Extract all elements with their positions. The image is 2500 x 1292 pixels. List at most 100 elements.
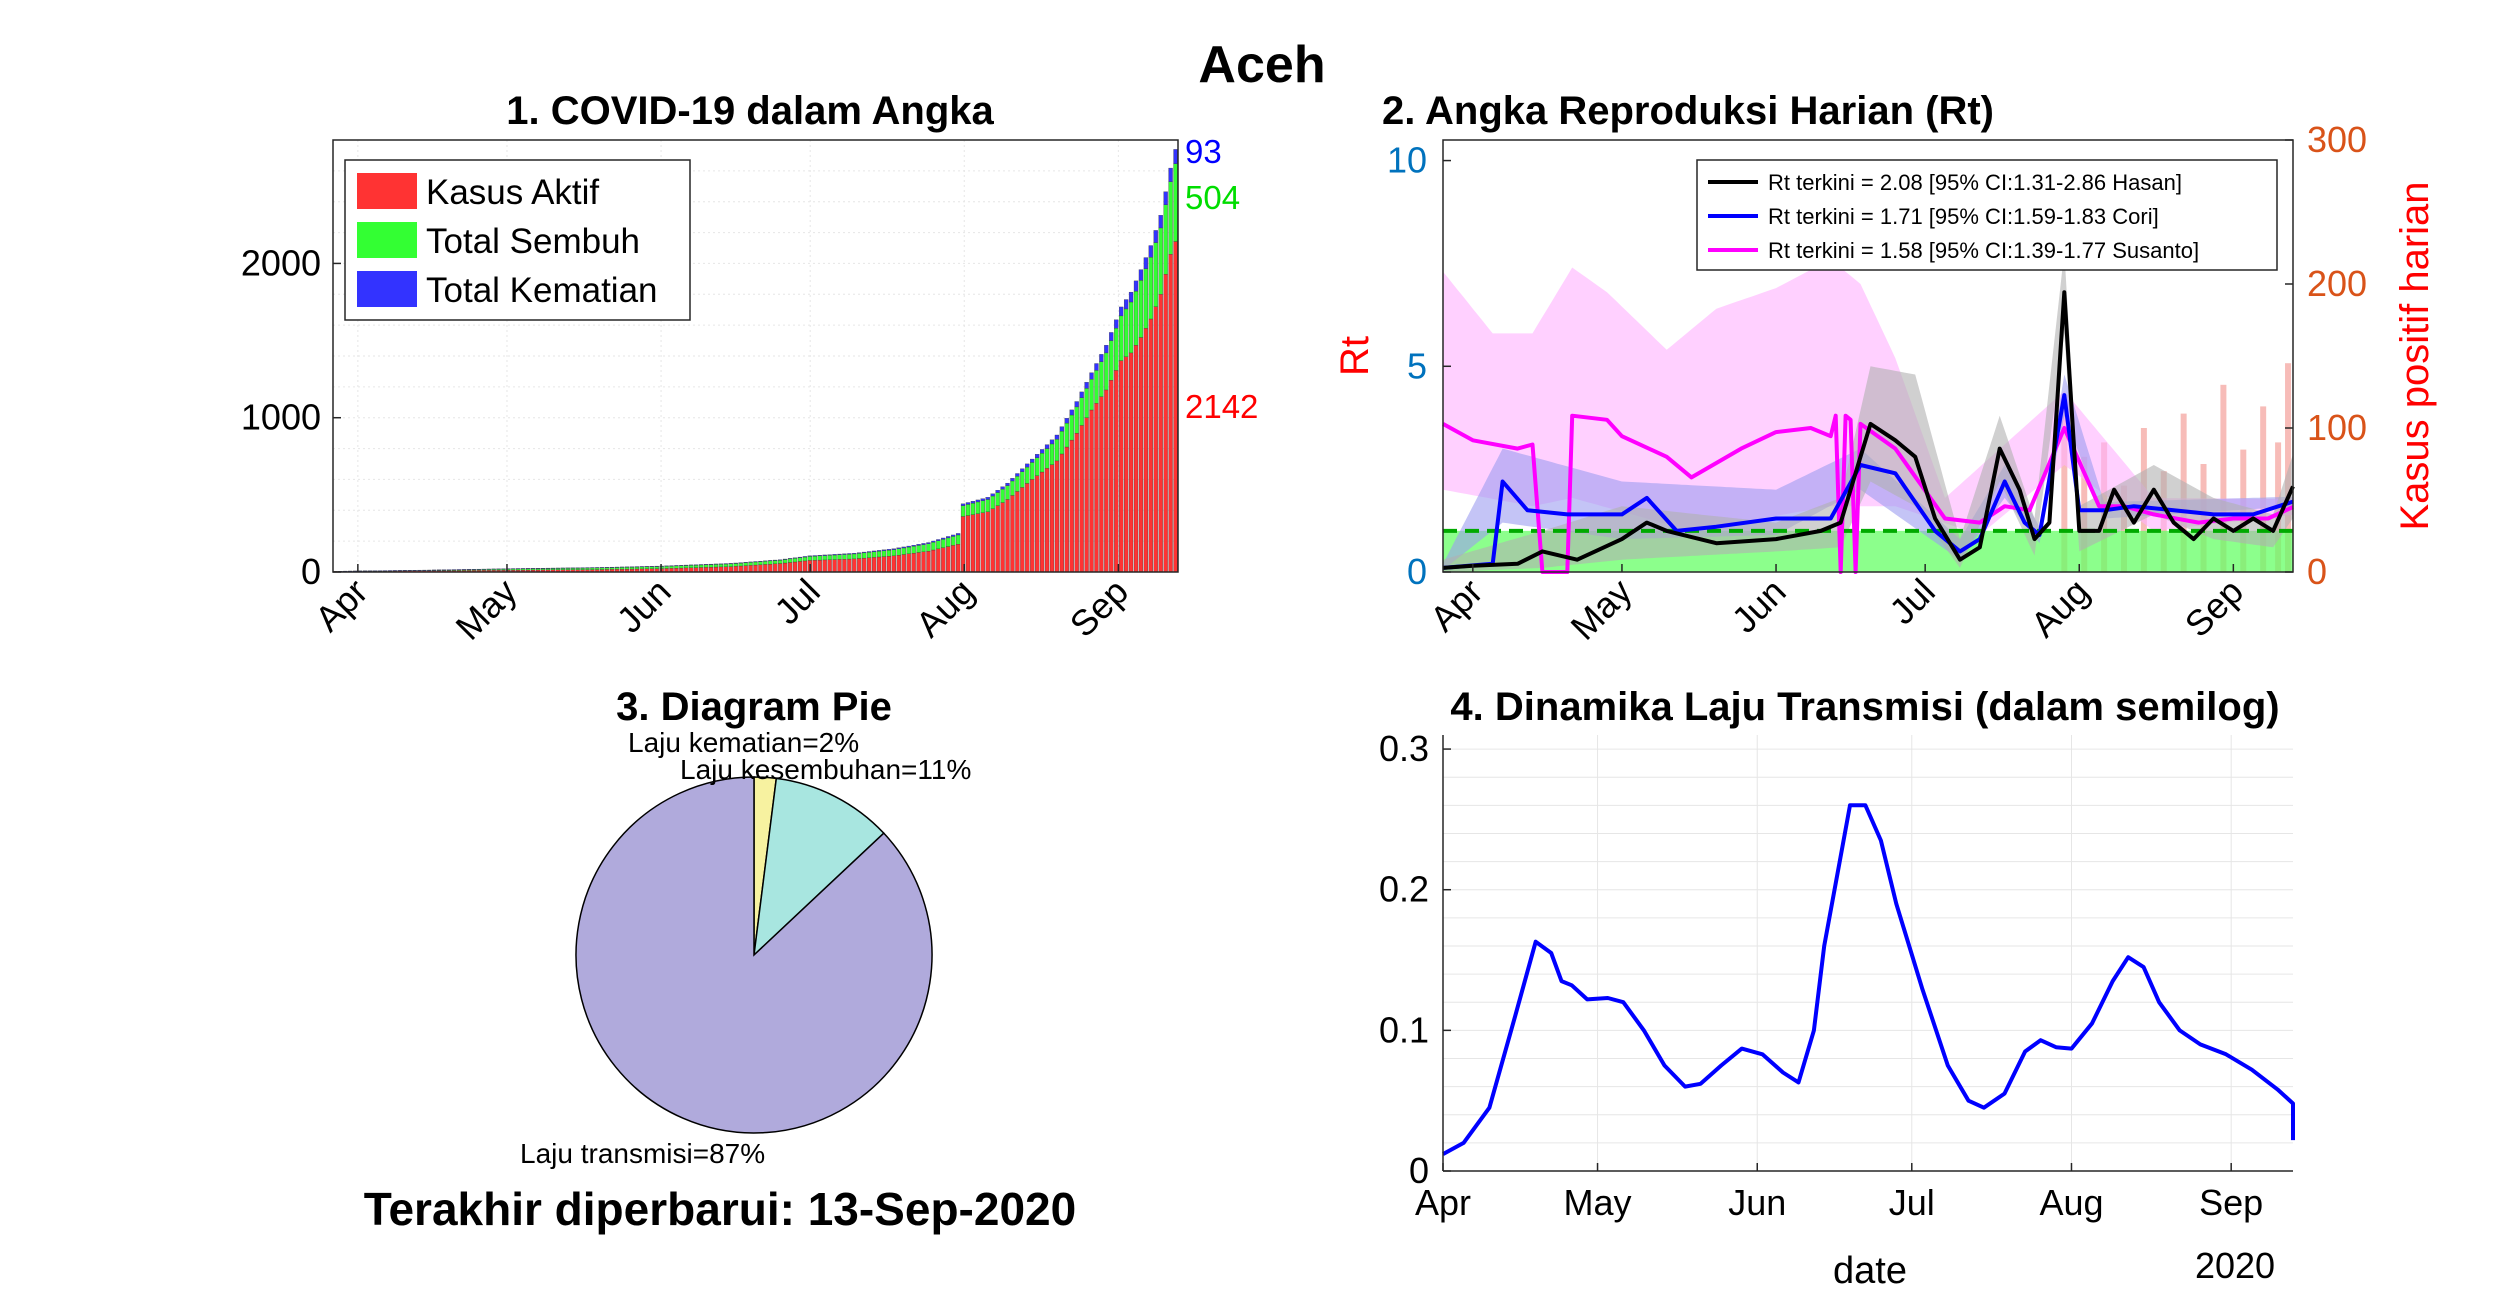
bar-total-sembuh [748,562,753,566]
bar-total-kematian [540,568,546,569]
bar-total-kematian [738,562,743,564]
panel4-grid [1442,735,2293,1171]
bar-total-sembuh [812,555,817,561]
bar-kasus-aktif [1099,396,1104,573]
panel4-year-label: 2020 [2195,1245,2275,1286]
panel-pie: 3. Diagram Pie Laju kematian=2% Laju kes… [520,685,971,1169]
bar-kasus-aktif [936,548,941,573]
bar-kasus-aktif [980,512,985,573]
bar-total-sembuh [758,561,763,565]
bar-total-sembuh [871,551,877,558]
bar-total-kematian [941,537,946,540]
daily-case-bar [2285,363,2292,572]
bar-total-sembuh [649,566,654,569]
bar-total-kematian [955,533,961,536]
bar-kasus-aktif [965,515,971,573]
bar-total-kematian [891,548,896,550]
bar-total-kematian [397,570,402,572]
bar-total-kematian [550,567,556,569]
bar-total-kematian [634,566,640,568]
panel1-ytick-label: 1000 [241,397,321,438]
bar-total-kematian [689,564,694,566]
bar-total-sembuh [852,553,857,560]
bar-kasus-aktif [1005,499,1010,573]
legend-label-total-kematian: Total Kematian [426,271,658,310]
bar-kasus-aktif [812,560,817,573]
bar-total-sembuh [906,546,911,554]
last-updated-footer: Terakhir diperbarui: 13-Sep-2020 [363,1183,1077,1235]
bar-total-kematian [743,562,748,563]
bar-total-kematian [570,567,575,569]
bar-total-kematian [402,570,407,571]
bar-total-kematian [1163,191,1168,205]
bar-kasus-aktif [975,513,980,573]
bar-total-kematian [1114,319,1119,329]
bar-total-kematian [1005,482,1010,486]
panel2-xtick-label: Jul [1881,571,1943,633]
bar-total-sembuh [689,565,694,568]
panel-rt: 2. Angka Reproduksi Harian (Rt) 05100100… [1333,89,2437,648]
bar-total-sembuh [619,567,625,570]
bar-total-kematian [585,567,590,569]
panel-transmission: 4. Dinamika Laju Transmisi (dalam semilo… [1379,685,2295,1292]
bar-kasus-aktif [951,545,956,573]
bar-kasus-aktif [1138,337,1144,573]
panel1-xtick-label: Aug [908,571,982,645]
bar-total-kematian [792,557,798,559]
bar-total-kematian [946,536,951,539]
bar-total-kematian [867,551,872,553]
bar-kasus-aktif [832,559,837,573]
bar-total-kematian [1074,401,1079,408]
panel2-ylabel-left: Rt [1333,336,1377,376]
bar-total-sembuh [1039,453,1045,473]
bar-total-kematian [442,569,447,571]
bar-total-kematian [837,553,842,555]
bar-total-sembuh [970,503,976,515]
bar-total-kematian [595,567,600,569]
bar-total-kematian [644,566,649,567]
bar-total-kematian [1000,486,1005,490]
bar-total-sembuh [946,537,951,547]
bar-kasus-aktif [1079,425,1084,573]
bar-total-kematian [1128,291,1134,303]
bar-total-sembuh [817,555,822,561]
end-label-recovered: 504 [1185,179,1240,216]
bar-total-sembuh [684,565,689,569]
bar-kasus-aktif [946,546,951,573]
bar-total-kematian [590,567,595,569]
bar-total-sembuh [807,556,812,561]
panel2-ytick-right-label: 100 [2307,407,2367,448]
bar-total-sembuh [753,561,758,566]
bar-total-kematian [1109,332,1114,341]
bar-kasus-aktif [886,556,892,573]
bar-total-kematian [575,567,580,569]
bar-kasus-aktif [970,514,976,573]
bar-kasus-aktif [822,559,827,573]
panel4-xtick-label: Aug [2039,1182,2103,1223]
bar-total-kematian [857,552,862,554]
bar-kasus-aktif [926,551,931,573]
bar-kasus-aktif [1153,306,1158,573]
bar-total-sembuh [886,550,892,557]
bar-total-sembuh [965,504,971,516]
legend-label-total-sembuh: Total Sembuh [426,222,640,261]
bar-kasus-aktif [1148,318,1153,573]
bar-total-kematian [516,568,521,570]
bar-total-sembuh [1054,439,1060,462]
bar-total-kematian [1039,449,1045,454]
bar-kasus-aktif [1143,328,1149,573]
bar-total-sembuh [1128,301,1134,354]
bar-total-kematian [531,568,536,569]
panel1-xtick-label: May [448,571,525,648]
bar-total-kematian [951,534,956,537]
daily-case-bar [2061,399,2068,572]
bar-total-kematian [1059,426,1064,432]
bar-total-kematian [1020,468,1025,472]
legend-label-hasan: Rt terkini = 2.08 [95% CI:1.31-2.86 Hasa… [1768,170,2182,195]
bar-kasus-aktif [1039,471,1045,573]
bar-total-kematian [1153,230,1158,243]
bar-kasus-aktif [1025,483,1030,573]
bar-total-kematian [471,569,476,570]
bar-total-kematian [526,568,531,569]
bar-total-kematian [555,567,560,569]
